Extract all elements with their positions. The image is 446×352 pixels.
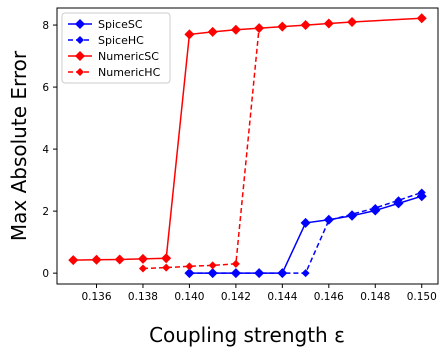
legend-marker-spicehc: [76, 36, 84, 44]
data-point-numerichc: [208, 261, 217, 270]
series-line-numerichc: [142, 27, 260, 270]
legend-marker-spicesc: [75, 19, 85, 29]
data-point-spicehc: [208, 269, 217, 278]
data-point-numericsc: [114, 254, 125, 265]
x-tick-label: 0.138: [128, 291, 158, 303]
data-point-numericsc: [184, 29, 195, 40]
data-point-numericsc: [254, 23, 265, 34]
series-layer: [68, 13, 427, 279]
data-point-spicehc: [255, 269, 264, 278]
y-axis-label: Max Absolute Error: [7, 50, 31, 241]
data-point-spicehc: [371, 204, 380, 213]
legend-marker-numerichc: [76, 68, 84, 76]
data-point-numericsc: [161, 253, 172, 264]
data-point-numericsc: [300, 20, 311, 31]
data-point-spicehc: [417, 188, 426, 197]
y-tick-label: 4: [42, 144, 49, 156]
x-tick-label: 0.148: [360, 291, 390, 303]
x-axis-label: Coupling strength ε: [149, 323, 345, 347]
data-point-spicesc: [300, 217, 311, 228]
data-point-numericsc: [323, 18, 334, 29]
data-point-numericsc: [91, 254, 102, 265]
x-tick-label: 0.142: [221, 291, 251, 303]
series-line-spicesc: [189, 195, 422, 274]
legend-label-spicesc: SpiceSC: [98, 18, 143, 31]
data-point-numericsc: [68, 255, 79, 266]
x-tick-label: 0.146: [314, 291, 344, 303]
y-tick-label: 6: [42, 82, 49, 94]
y-tick-label: 2: [42, 206, 49, 218]
x-tick-label: 0.136: [81, 291, 111, 303]
x-tick-label: 0.144: [267, 291, 297, 303]
x-tick-label: 0.140: [174, 291, 204, 303]
data-point-numerichc: [138, 264, 147, 273]
legend-label-spicehc: SpiceHC: [98, 34, 144, 47]
legend-label-numerichc: NumericHC: [98, 66, 161, 79]
legend-label-numericsc: NumericSC: [98, 50, 159, 63]
legend: SpiceSC SpiceHC NumericSC NumericHC: [61, 12, 171, 84]
x-axis-ticks: 0.136 0.138 0.140 0.142 0.144 0.146 0.148 0.150: [81, 284, 437, 303]
data-point-spicehc: [324, 216, 333, 225]
data-point-numericsc: [230, 24, 241, 35]
data-point-numerichc: [162, 263, 171, 272]
legend-marker-numericsc: [75, 51, 85, 61]
data-point-numericsc: [137, 253, 148, 264]
y-tick-label: 8: [42, 20, 49, 32]
data-point-spicehc: [278, 269, 287, 278]
y-tick-label: 0: [42, 268, 49, 280]
plot-frame: [56, 7, 439, 285]
data-point-numericsc: [207, 26, 218, 37]
data-point-spicehc: [394, 196, 403, 205]
x-tick-label: 0.150: [407, 291, 437, 303]
data-point-numericsc: [277, 21, 288, 32]
data-point-spicehc: [348, 210, 357, 219]
data-point-numericsc: [416, 13, 427, 24]
data-point-spicehc: [301, 269, 310, 278]
y-axis-ticks: 0 2 4 6 8: [42, 20, 57, 280]
legend-box: [61, 12, 171, 84]
data-point-numerichc: [231, 259, 240, 268]
data-point-spicehc: [185, 269, 194, 278]
data-point-spicehc: [231, 269, 240, 278]
series-line-spicehc: [189, 191, 422, 274]
data-point-numerichc: [185, 262, 194, 271]
data-point-numericsc: [347, 16, 358, 27]
